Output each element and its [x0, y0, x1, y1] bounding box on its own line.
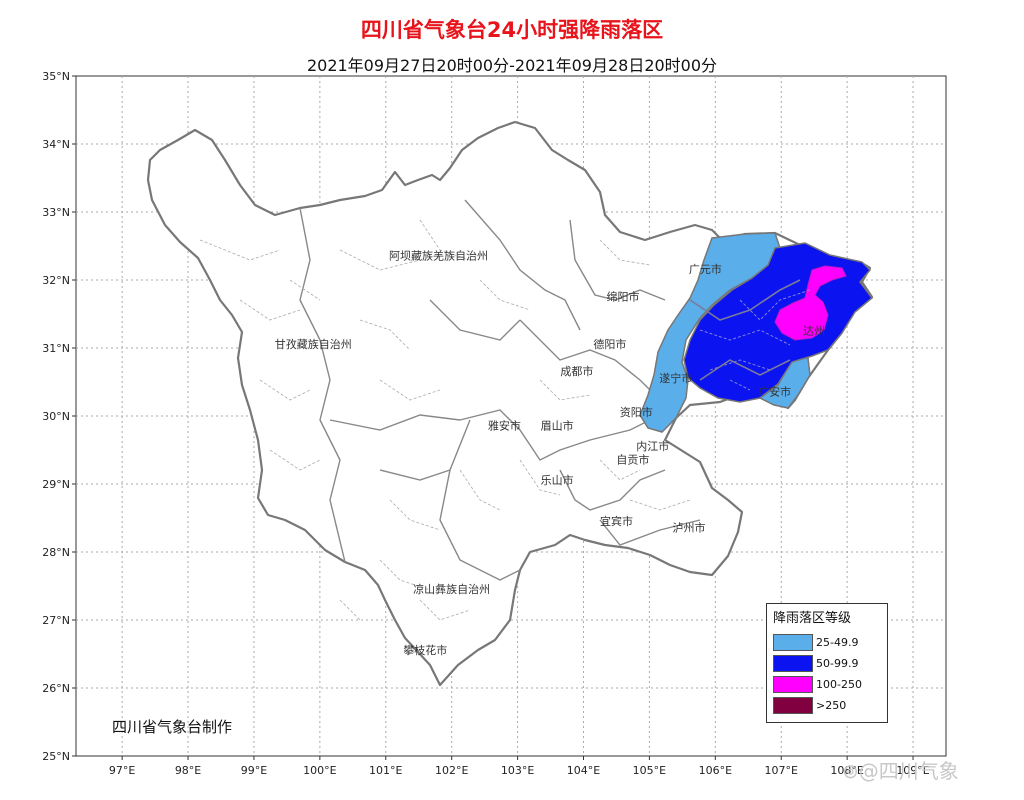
- rain-zone-prefecture-lines: [689, 279, 801, 381]
- city-label: 眉山市: [541, 419, 574, 433]
- axis-labels: 35°N 34°N 33°N 32°N 31°N 30°N 29°N 28°N 27°N 26°N…: [42, 70, 930, 777]
- province-boundary: [146, 120, 874, 687]
- latitude-tick-label: 30°N: [42, 410, 70, 423]
- latitude-tick-label: 32°N: [42, 274, 70, 287]
- legend-title: 降雨落区等级: [773, 611, 852, 626]
- latitude-tick-label: 29°N: [42, 478, 70, 491]
- legend-item-100-250: 100-250: [773, 674, 887, 695]
- longitude-tick-label: 101°E: [369, 764, 402, 777]
- latitude-tick-label: 34°N: [42, 138, 70, 151]
- latitude-tick-label: 35°N: [42, 70, 70, 83]
- legend-item-25-49: 25-49.9: [773, 632, 887, 653]
- city-label: 内江市: [636, 439, 669, 453]
- prefecture-boundaries: [299, 199, 701, 581]
- legend-swatch-dark-blue: [773, 655, 813, 672]
- city-label: 宜宾市: [600, 514, 633, 528]
- legend-label: 100-250: [816, 678, 862, 691]
- longitude-tick-label: 105°E: [633, 764, 666, 777]
- longitude-tick-label: 97°E: [109, 764, 135, 777]
- latitude-tick-label: 33°N: [42, 206, 70, 219]
- legend-label: 25-49.9: [816, 636, 859, 649]
- longitude-tick-label: 104°E: [567, 764, 600, 777]
- legend-swatch-dark-red: [773, 697, 813, 714]
- city-label: 遂宁市: [659, 371, 692, 385]
- longitude-tick-label: 108°E: [830, 764, 863, 777]
- longitude-tick-label: 107°E: [765, 764, 798, 777]
- latitude-tick-label: 26°N: [42, 682, 70, 695]
- legend-swatch-light-blue: [773, 634, 813, 651]
- map-title: 四川省气象台24小时强降雨落区: [360, 18, 664, 42]
- latitude-tick-label: 25°N: [42, 750, 70, 763]
- legend-label: >250: [816, 699, 847, 712]
- latitude-tick-label: 28°N: [42, 546, 70, 559]
- city-label: 资阳市: [620, 405, 653, 419]
- latitude-tick-label: 27°N: [42, 614, 70, 627]
- city-label: 德阳市: [593, 337, 626, 351]
- city-label: 成都市: [560, 364, 593, 378]
- legend: 降雨落区等级 25-49.9 50-99.9 100-250 >250: [766, 603, 888, 723]
- longitude-tick-label: 99°E: [241, 764, 267, 777]
- latitude-tick-label: 31°N: [42, 342, 70, 355]
- rain-zone-100-250: [774, 265, 847, 341]
- city-label: 甘孜藏族自治州: [275, 337, 352, 351]
- city-label: 绵阳市: [607, 289, 640, 303]
- city-label: 凉山彝族自治州: [413, 582, 490, 596]
- map-subtitle: 2021年09月27日20时00分-2021年09月28日20时00分: [306, 56, 718, 75]
- city-label: 攀枝花市: [403, 643, 447, 657]
- longitude-tick-label: 98°E: [175, 764, 201, 777]
- city-label: 广元市: [689, 262, 722, 276]
- credit-text: 四川省气象台制作: [112, 718, 233, 736]
- city-label: 广安市: [758, 385, 791, 399]
- legend-swatch-magenta: [773, 676, 813, 693]
- longitude-tick-label: 109°E: [896, 764, 929, 777]
- longitude-tick-label: 106°E: [699, 764, 732, 777]
- weibo-icon: ⊚: [842, 759, 859, 783]
- legend-item-over-250: >250: [773, 695, 887, 716]
- city-label: 阿坝藏族羌族自治州: [389, 249, 488, 263]
- city-label: 自贡市: [616, 453, 649, 467]
- city-label: 泸州市: [672, 521, 705, 535]
- city-label: 乐山市: [541, 473, 574, 487]
- county-boundaries: [199, 219, 691, 621]
- legend-item-50-99: 50-99.9: [773, 653, 887, 674]
- weibo-watermark: ⊚@四川气象: [842, 755, 959, 784]
- city-label: 雅安市: [488, 419, 521, 433]
- longitude-tick-label: 102°E: [435, 764, 468, 777]
- legend-label: 50-99.9: [816, 657, 859, 670]
- city-label: 达州: [803, 324, 825, 337]
- watermark-text: @四川气象: [858, 759, 959, 783]
- longitude-tick-label: 100°E: [303, 764, 336, 777]
- longitude-tick-label: 103°E: [501, 764, 534, 777]
